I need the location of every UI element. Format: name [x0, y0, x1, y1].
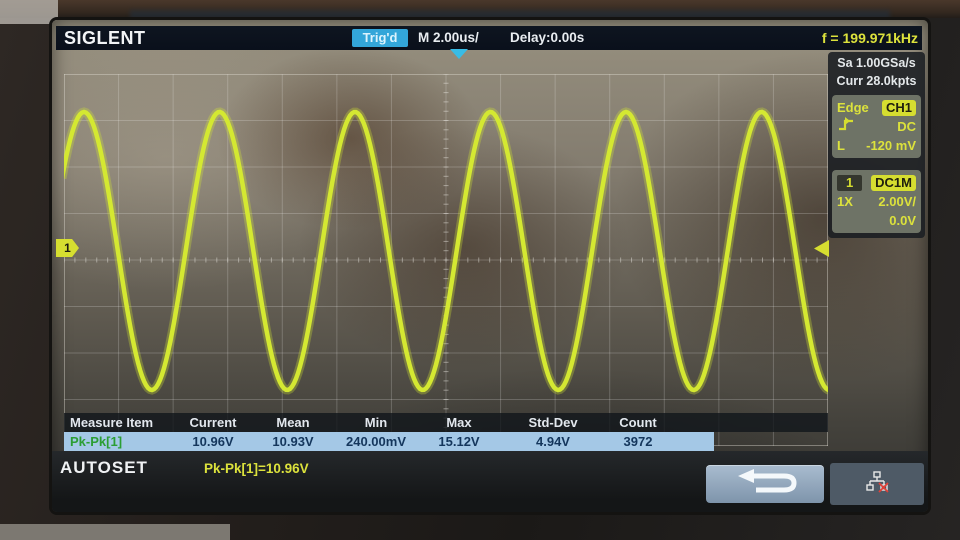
measure-std-dev: 4.94V	[536, 434, 570, 449]
header-mean: Mean	[276, 415, 310, 430]
measure-row-pkpk[interactable]: Pk-Pk[1] 10.96V 10.93V 240.00mV 15.12V 4…	[64, 432, 714, 451]
lan-disconnected-icon	[865, 470, 889, 498]
delay-readout[interactable]: Delay:0.00s	[510, 30, 585, 45]
waveform-trace	[64, 109, 828, 393]
measure-table-header: Measure Item Current Mean Min Max Std-De…	[64, 413, 828, 432]
header-min: Min	[364, 415, 388, 430]
measure-min: 240.00mV	[346, 434, 406, 449]
measure-mean: 10.93V	[272, 434, 314, 449]
frequency-counter: f = 199.971kHz	[821, 30, 918, 46]
oscilloscope-screen: SIGLENT Trig'd M 2.00us/ Delay:0.00s f =…	[52, 20, 928, 512]
trigger-source-badge: CH1	[881, 99, 916, 116]
measure-item-name: Pk-Pk[1]	[70, 434, 123, 449]
trigger-level-label: L	[837, 138, 845, 153]
memory-depth: Curr 28.0kpts	[836, 74, 917, 88]
channel-number-badge: 1	[837, 174, 863, 191]
bottom-menu-bar: AUTOSET Pk-Pk[1]=10.96V	[52, 451, 928, 512]
brand-logo: SIGLENT	[64, 28, 146, 48]
header-std-dev: Std-Dev	[528, 415, 578, 430]
bezel-corner-highlight	[0, 0, 58, 24]
volts-per-div: 2.00V/	[878, 194, 916, 209]
channel1-offset-marker[interactable]: 1	[56, 239, 79, 257]
measure-count: 3972	[623, 434, 653, 449]
trigger-mode-label: Edge	[837, 100, 869, 115]
header-max: Max	[446, 415, 472, 430]
channel-panel[interactable]: 1 DC1M 1X 2.00V/ 0.0V	[832, 170, 921, 233]
back-button[interactable]	[706, 465, 824, 503]
timebase-readout[interactable]: M 2.00us/	[418, 30, 479, 45]
waveform-display	[64, 74, 828, 446]
screen-reflection	[130, 10, 890, 19]
probe-attenuation: 1X	[837, 194, 853, 209]
header-current: Current	[189, 415, 237, 430]
channel-coupling-badge: DC1M	[871, 174, 916, 191]
graticule	[64, 74, 828, 446]
rising-edge-icon	[837, 116, 855, 137]
autoset-label: AUTOSET	[60, 458, 148, 477]
lan-status-button[interactable]	[830, 463, 924, 505]
channel-offset: 0.0V	[889, 213, 916, 228]
return-arrow-icon	[726, 467, 804, 502]
trigger-coupling: DC	[897, 119, 916, 134]
trigger-status-badge: Trig'd	[352, 29, 408, 47]
sample-rate: Sa 1.00GSa/s	[837, 56, 916, 70]
status-bar: SIGLENT Trig'd M 2.00us/ Delay:0.00s f =…	[56, 26, 922, 50]
measure-current: 10.96V	[192, 434, 234, 449]
right-status-column: Sa 1.00GSa/s Curr 28.0kpts Edge CH1 DC L…	[828, 52, 925, 238]
trigger-panel[interactable]: Edge CH1 DC L -120 mV	[832, 95, 921, 158]
bezel-bottom-highlight	[0, 524, 230, 540]
measure-max: 15.12V	[438, 434, 480, 449]
trigger-level-value: -120 mV	[866, 138, 916, 153]
header-count: Count	[619, 415, 657, 430]
header-measure-item: Measure Item	[70, 415, 154, 430]
pkpk-readout: Pk-Pk[1]=10.96V	[204, 461, 309, 476]
trigger-position-marker[interactable]	[450, 49, 468, 59]
